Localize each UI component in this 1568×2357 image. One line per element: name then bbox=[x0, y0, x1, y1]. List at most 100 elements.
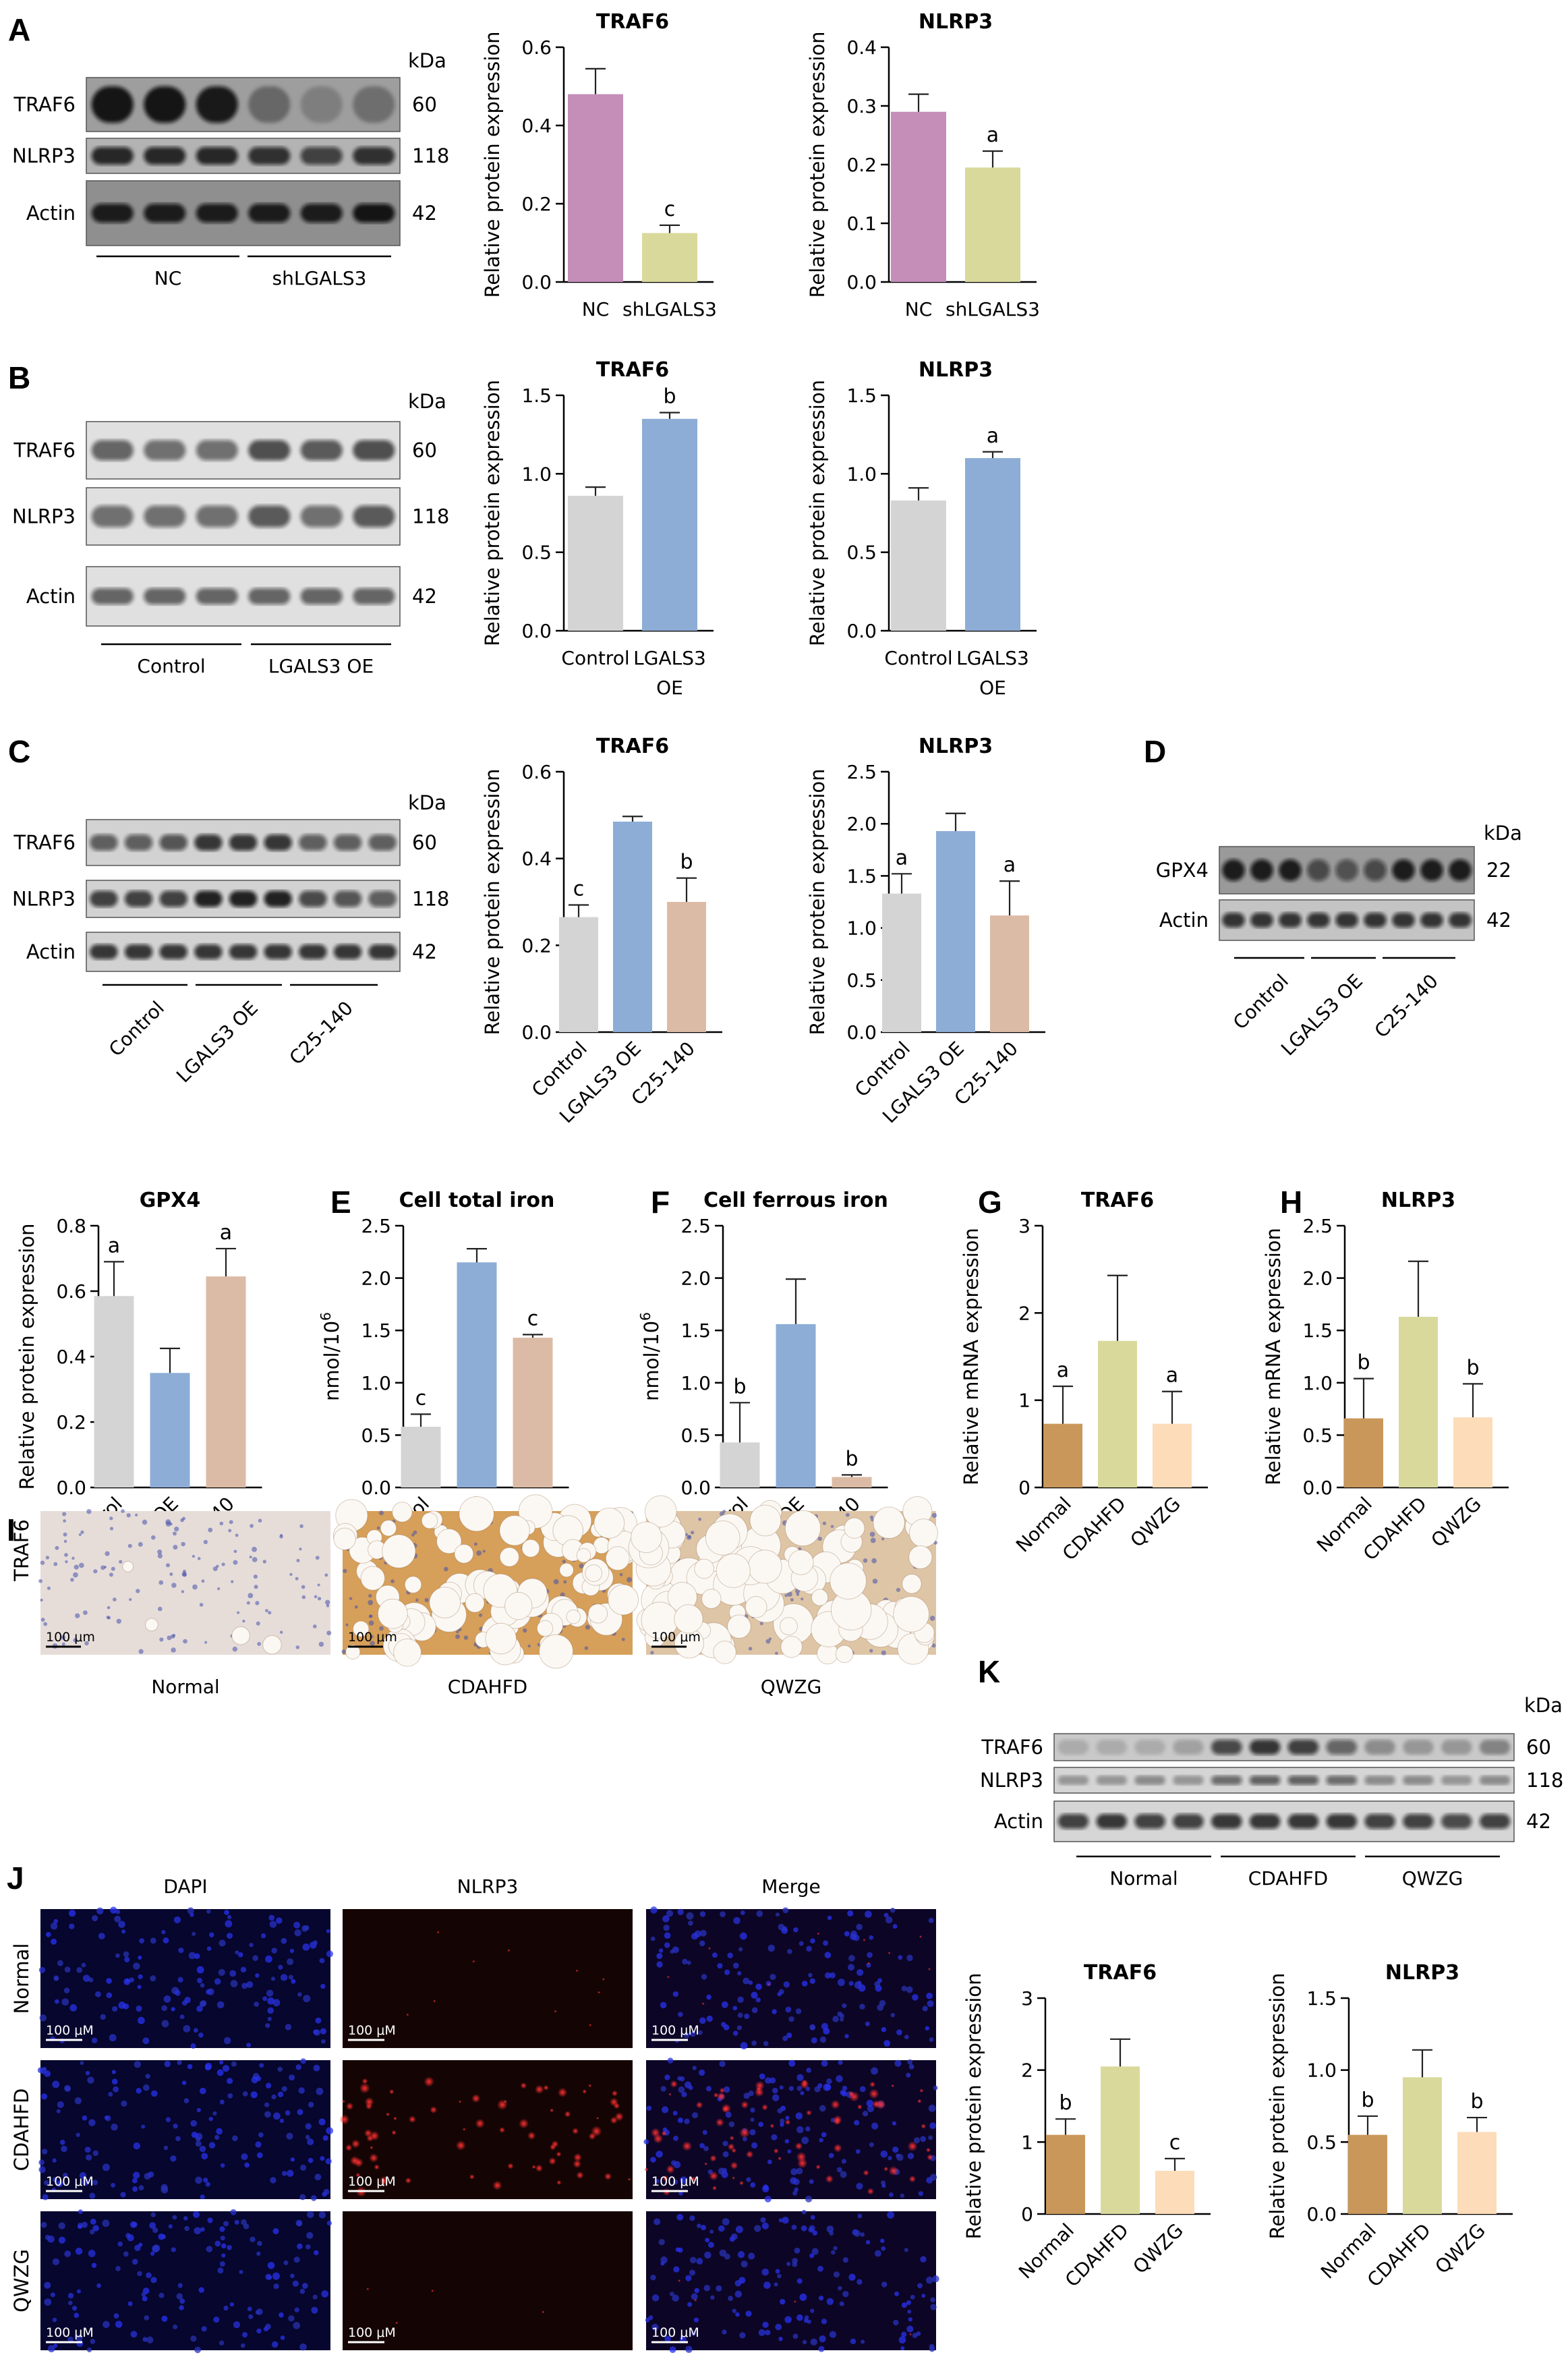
dapi-nucleus bbox=[212, 2111, 217, 2116]
dapi-nucleus bbox=[129, 2221, 137, 2228]
dapi-nucleus bbox=[206, 2246, 213, 2252]
nlrp3-signal bbox=[589, 2023, 592, 2026]
nucleus bbox=[199, 1603, 204, 1607]
dapi-nucleus bbox=[280, 1974, 288, 1981]
bar bbox=[891, 500, 946, 631]
protein-band bbox=[1326, 1776, 1357, 1785]
blot-row-label: Actin bbox=[26, 585, 76, 608]
dapi-nucleus bbox=[762, 2185, 770, 2193]
dapi-nucleus bbox=[250, 2091, 258, 2099]
dapi-nucleus bbox=[51, 1938, 57, 1945]
dapi-nucleus bbox=[165, 2117, 171, 2122]
bar bbox=[1344, 1418, 1383, 1487]
dapi-nucleus bbox=[809, 2253, 815, 2259]
dapi-nucleus bbox=[739, 1932, 747, 1940]
dapi-nucleus bbox=[204, 2064, 211, 2071]
nucleus bbox=[443, 1566, 448, 1572]
nlrp3-signal bbox=[405, 2177, 411, 2184]
protein-band bbox=[333, 890, 362, 907]
dapi-nucleus bbox=[733, 1916, 741, 1925]
dapi-nucleus bbox=[719, 2249, 727, 2257]
dapi-nucleus bbox=[699, 1910, 706, 1917]
dapi-nucleus bbox=[321, 2290, 329, 2298]
dapi-nucleus bbox=[793, 1927, 798, 1933]
blot-background bbox=[1053, 1800, 1515, 1842]
dapi-nucleus bbox=[677, 2118, 684, 2124]
scale-bar-label: 100 μM bbox=[46, 2174, 94, 2189]
dapi-nucleus bbox=[775, 2323, 782, 2331]
y-tick-label: 1.5 bbox=[1302, 1319, 1333, 1342]
dapi-nucleus bbox=[288, 2315, 295, 2322]
nucleus bbox=[817, 1536, 822, 1541]
nucleus bbox=[138, 1649, 144, 1654]
dapi-nucleus bbox=[871, 2122, 879, 2130]
dapi-nucleus bbox=[251, 2076, 258, 2084]
nucleus bbox=[181, 1541, 185, 1547]
bar bbox=[1403, 2077, 1442, 2214]
dapi-nucleus bbox=[98, 1933, 105, 1939]
dapi-nucleus bbox=[824, 1952, 832, 1959]
dapi-nucleus bbox=[121, 2100, 127, 2107]
y-tick-label: 0.0 bbox=[1302, 1477, 1333, 1499]
dapi-nucleus bbox=[901, 2302, 908, 2308]
dapi-nucleus bbox=[907, 2153, 914, 2159]
lipid-vacuole bbox=[902, 1574, 922, 1594]
nlrp3-signal bbox=[366, 2288, 370, 2291]
dapi-nucleus bbox=[293, 2256, 300, 2263]
nucleus bbox=[537, 1643, 541, 1647]
y-axis-label: Relative protein expression bbox=[481, 32, 504, 298]
dapi-nucleus bbox=[906, 1986, 913, 1993]
blot-strip bbox=[1219, 899, 1475, 941]
x-tick-label: Control bbox=[561, 647, 629, 669]
nlrp3-signal bbox=[662, 2175, 669, 2182]
dapi-nucleus bbox=[722, 2329, 727, 2335]
significance-letter: a bbox=[220, 1221, 232, 1245]
nlrp3-signal bbox=[395, 2321, 399, 2325]
protein-band bbox=[90, 890, 118, 907]
dapi-nucleus bbox=[732, 2006, 738, 2011]
nucleus bbox=[242, 1619, 245, 1623]
nucleus bbox=[268, 1611, 272, 1615]
dapi-nucleus bbox=[252, 1955, 259, 1962]
dapi-nucleus bbox=[298, 2087, 305, 2094]
dapi-nucleus bbox=[823, 2027, 830, 2035]
dapi-nucleus bbox=[108, 2091, 113, 2097]
lipid-vacuole bbox=[333, 1527, 356, 1550]
nucleus bbox=[722, 1510, 726, 1513]
dapi-nucleus bbox=[183, 2216, 188, 2221]
dapi-nucleus bbox=[908, 2064, 914, 2070]
lipid-vacuole bbox=[674, 1604, 703, 1634]
dapi-nucleus bbox=[691, 2330, 697, 2336]
nucleus bbox=[55, 1545, 59, 1550]
dapi-nucleus bbox=[677, 2076, 682, 2081]
nucleus bbox=[157, 1606, 163, 1612]
lipid-vacuole bbox=[716, 1553, 751, 1589]
nucleus bbox=[231, 1580, 234, 1583]
dapi-nucleus bbox=[680, 2176, 688, 2184]
dapi-nucleus bbox=[856, 1981, 862, 1986]
nucleus bbox=[135, 1513, 138, 1516]
dapi-nucleus bbox=[216, 2128, 223, 2135]
dapi-nucleus bbox=[265, 2273, 272, 2280]
dapi-nucleus bbox=[748, 2091, 754, 2097]
lipid-vacuole bbox=[536, 1620, 554, 1637]
lipid-vacuole bbox=[436, 1528, 462, 1554]
significance-letter: a bbox=[1166, 1364, 1178, 1388]
dapi-nucleus bbox=[824, 1972, 832, 1979]
dapi-nucleus bbox=[267, 1997, 274, 2005]
nucleus bbox=[929, 1616, 935, 1621]
dapi-nucleus bbox=[188, 1952, 196, 1960]
nucleus bbox=[318, 1641, 324, 1647]
dapi-nucleus bbox=[267, 2016, 272, 2022]
protein-band bbox=[1420, 913, 1443, 928]
group-label: Control bbox=[1229, 970, 1293, 1034]
dapi-nucleus bbox=[728, 2121, 735, 2128]
dapi-nucleus bbox=[906, 2325, 914, 2333]
nucleus bbox=[75, 1613, 80, 1618]
dapi-nucleus bbox=[930, 2297, 935, 2303]
blot-row-label: TRAF6 bbox=[13, 93, 76, 116]
dapi-nucleus bbox=[881, 2246, 886, 2251]
blot-strip bbox=[1053, 1800, 1515, 1842]
